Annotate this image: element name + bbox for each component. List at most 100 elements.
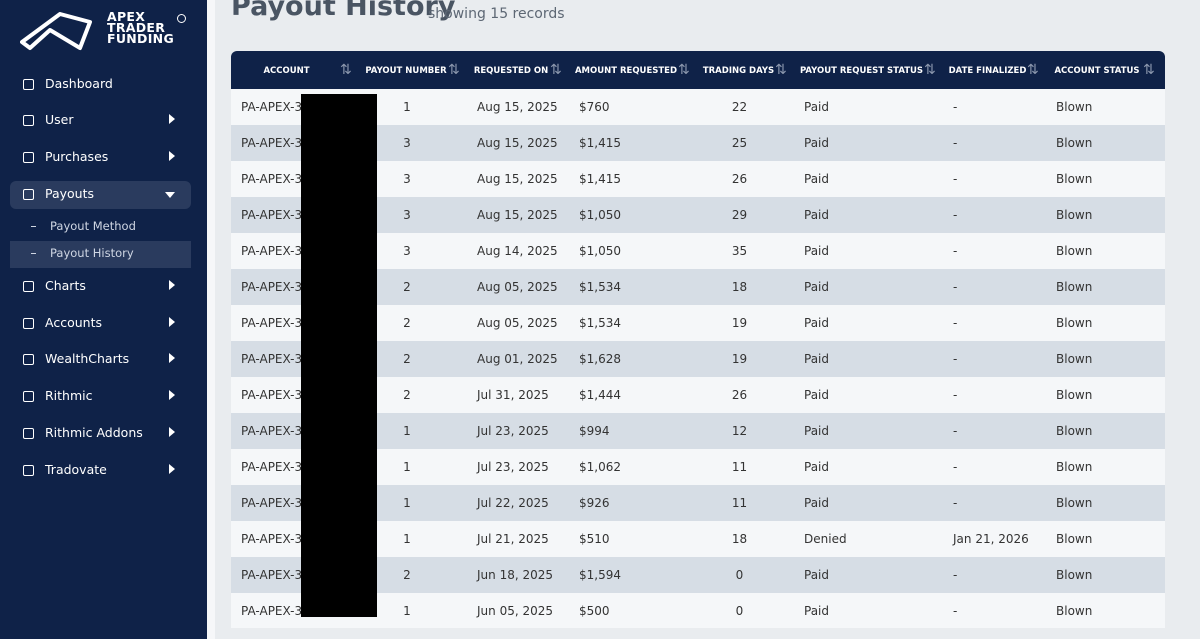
table-cell: $994 (579, 424, 610, 438)
sort-icon: ⇅ (924, 62, 936, 78)
table-cell: Blown (1056, 316, 1093, 330)
table-cell: 11 (731, 460, 748, 474)
table-cell: PA-APEX-3 (241, 460, 303, 474)
logo-mark (20, 12, 92, 50)
table-cell: - (953, 604, 958, 618)
table-cell: 1 (403, 496, 411, 510)
nav-caret (165, 192, 175, 198)
nav-item[interactable]: Rithmic Addons (45, 425, 143, 440)
redaction (301, 94, 377, 617)
table-row (231, 305, 1165, 341)
table-cell: 1 (403, 100, 411, 114)
sub-item[interactable]: Payout History (50, 246, 134, 260)
table-cell: Paid (804, 316, 830, 330)
table-cell: - (953, 352, 958, 366)
table-cell: PA-APEX-3 (241, 208, 303, 222)
table-cell: - (953, 172, 958, 186)
nav-arrow (169, 427, 175, 437)
table-cell: - (953, 460, 958, 474)
column-header[interactable]: PAYOUT REQUEST STATUS (799, 66, 924, 76)
nav-icon (23, 428, 34, 439)
column-header[interactable]: DATE FINALIZED (948, 66, 1027, 76)
table-cell: 26 (731, 172, 748, 186)
table-cell: 2 (403, 388, 411, 402)
table-cell: Paid (804, 460, 830, 474)
nav-icon (23, 189, 34, 200)
table-cell: $1,415 (579, 136, 621, 150)
table-cell: PA-APEX-3 (241, 568, 303, 582)
table-cell: 1 (403, 532, 411, 546)
table-cell: PA-APEX-3 (241, 172, 303, 186)
table-cell: 35 (731, 244, 748, 258)
column-header[interactable]: ACCOUNT STATUS (1054, 66, 1140, 76)
table-cell: Jul 23, 2025 (477, 460, 549, 474)
table-cell: Aug 01, 2025 (477, 352, 558, 366)
table-cell: PA-APEX-3 (241, 352, 303, 366)
nav-item[interactable]: WealthCharts (45, 351, 130, 366)
column-header[interactable]: ACCOUNT (263, 66, 310, 76)
table-cell: Paid (804, 388, 830, 402)
table-row (231, 89, 1165, 125)
nav-item[interactable]: Dashboard (45, 76, 113, 91)
table-cell: PA-APEX-3 (241, 244, 303, 258)
nav-icon (23, 465, 34, 476)
table-row (231, 161, 1165, 197)
column-header[interactable]: REQUESTED ON (473, 66, 549, 76)
table-row (231, 557, 1165, 593)
table-cell: - (953, 100, 958, 114)
table-row (231, 593, 1165, 628)
table-cell: 1 (403, 604, 411, 618)
table-cell: Aug 05, 2025 (477, 316, 558, 330)
table-cell: Paid (804, 136, 830, 150)
table-cell: Jul 22, 2025 (477, 496, 549, 510)
table-row (231, 269, 1165, 305)
table-cell: Aug 14, 2025 (477, 244, 558, 258)
table-cell: Blown (1056, 352, 1093, 366)
sub-dash (31, 226, 36, 227)
table-cell: Paid (804, 244, 830, 258)
table-cell: 12 (731, 424, 748, 438)
table-cell: 0 (735, 568, 744, 582)
nav-item[interactable]: Tradovate (45, 462, 107, 477)
table-cell: Blown (1056, 244, 1093, 258)
table-cell: PA-APEX-3 (241, 604, 303, 618)
nav-item[interactable]: Rithmic (45, 388, 93, 403)
nav-item[interactable]: Accounts (45, 315, 102, 330)
table-row (231, 485, 1165, 521)
table-cell: PA-APEX-3 (241, 100, 303, 114)
sort-icon: ⇅ (448, 62, 460, 78)
table-cell: Blown (1056, 388, 1093, 402)
table-cell: Jun 18, 2025 (477, 568, 554, 582)
table-cell: PA-APEX-3 (241, 316, 303, 330)
table-cell: - (953, 424, 958, 438)
table-cell: 19 (731, 352, 748, 366)
column-header[interactable]: PAYOUT NUMBER (365, 66, 447, 76)
nav-icon (23, 79, 34, 90)
table-cell: Paid (804, 172, 830, 186)
column-header[interactable]: TRADING DAYS (702, 66, 775, 76)
table-row (231, 125, 1165, 161)
sort-icon: ⇅ (775, 62, 787, 78)
nav-icon (23, 391, 34, 402)
sub-dash (31, 253, 36, 254)
nav-icon (23, 318, 34, 329)
table: ACCOUNT ⇅ PAYOUT NUMBER ⇅ REQUESTED ON ⇅ AMOUN… (231, 51, 1165, 628)
table-cell: $1,594 (579, 568, 621, 582)
table-cell: PA-APEX-3 (241, 280, 303, 294)
table-row (231, 521, 1165, 557)
sort-icon: ⇅ (340, 62, 352, 78)
table-cell: Jul 31, 2025 (477, 388, 549, 402)
table-row (231, 197, 1165, 233)
table-cell: PA-APEX-3 (241, 136, 303, 150)
nav-item[interactable]: Charts (45, 278, 86, 293)
nav-item[interactable]: User (45, 112, 74, 127)
table-cell: 1 (403, 460, 411, 474)
table-cell: Blown (1056, 280, 1093, 294)
column-header[interactable]: AMOUNT REQUESTED (574, 66, 678, 76)
nav-item[interactable]: Payouts (45, 186, 95, 201)
table-cell: 18 (731, 280, 748, 294)
sort-icon: ⇅ (678, 62, 690, 78)
nav-item[interactable]: Purchases (45, 149, 109, 164)
sub-item[interactable]: Payout Method (50, 219, 136, 233)
table-cell: $1,415 (579, 172, 621, 186)
